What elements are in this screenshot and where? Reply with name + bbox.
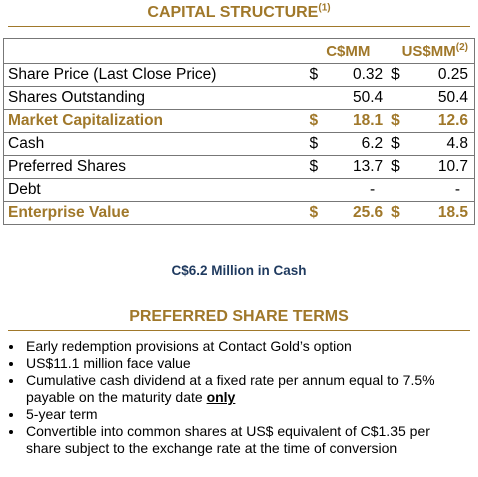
- col-usd-header: US$MM(2): [389, 38, 475, 64]
- preferred-terms-title: PREFERRED SHARE TERMS: [129, 308, 349, 325]
- table-row: Preferred Shares $ 13.7 $ 10.7: [3, 155, 475, 179]
- emphasis-only: only: [206, 389, 236, 405]
- table-row: Cash $ 6.2 $ 4.8: [3, 132, 475, 156]
- title-text: CAPITAL STRUCTURE: [147, 4, 319, 21]
- cash-note: C$6.2 Million in Cash: [171, 263, 307, 278]
- list-item: US$11.1 million face value: [24, 355, 464, 372]
- list-item: 5-year term: [24, 406, 464, 423]
- table-header-row: C$MM US$MM(2): [3, 38, 475, 64]
- list-item: Cumulative cash dividend at a fixed rate…: [24, 372, 464, 406]
- title-footnote: (1): [318, 2, 331, 14]
- capital-structure-title: CAPITAL STRUCTURE(1): [0, 2, 478, 22]
- table-row: Debt - -: [3, 178, 475, 202]
- list-item: Early redemption provisions at Contact G…: [24, 338, 464, 355]
- preferred-terms-list: Early redemption provisions at Contact G…: [8, 338, 464, 457]
- table-row: Shares Outstanding 50.4 50.4: [3, 86, 475, 110]
- table-row: Share Price (Last Close Price) $ 0.32 $ …: [3, 63, 475, 87]
- capital-structure-table: C$MM US$MM(2) Share Price (Last Close Pr…: [3, 38, 475, 225]
- preferred-terms-divider: [8, 330, 470, 331]
- list-item: Convertible into common shares at US$ eq…: [24, 423, 464, 457]
- title-divider: [8, 26, 470, 27]
- table-row-market-cap: Market Capitalization $ 18.1 $ 12.6: [3, 109, 475, 133]
- col-cad-header: C$MM: [307, 38, 390, 64]
- table-row-enterprise-value: Enterprise Value $ 25.6 $ 18.5: [3, 201, 475, 225]
